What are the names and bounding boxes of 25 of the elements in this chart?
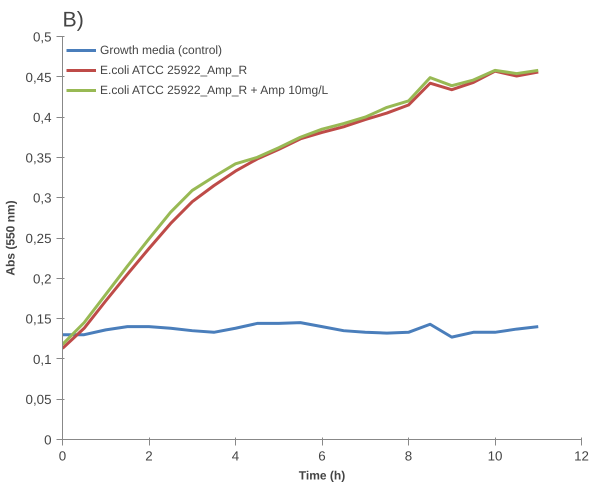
line-series — [62, 321, 540, 339]
y-tick-label: 0,2 — [32, 271, 52, 286]
y-tick-label: 0,05 — [26, 392, 52, 408]
y-axis-title: Abs (550 nm) — [4, 200, 18, 276]
y-tick-label: 0,4 — [32, 110, 52, 126]
legend-label: E.coli ATCC 25922_Amp_R + Amp 10mg/L — [100, 83, 328, 97]
y-tick-label: 0 — [44, 432, 52, 448]
y-tick-label: 0,45 — [26, 70, 52, 85]
x-tick-label: 10 — [488, 448, 502, 464]
y-tick-label: 0,15 — [26, 312, 52, 327]
y-tick-label: 0,5 — [32, 30, 52, 44]
y-tick-label: 0,35 — [26, 150, 52, 166]
y-tick-label: 0,1 — [32, 352, 52, 367]
x-tick-label: 6 — [318, 448, 326, 464]
legend-label: E.coli ATCC 25922_Amp_R — [100, 63, 248, 77]
y-tick-label: 0,25 — [26, 231, 52, 246]
x-tick-label: 2 — [145, 448, 153, 464]
x-tick-label: 0 — [58, 448, 66, 464]
y-tick-label: 0,3 — [32, 190, 52, 206]
legend-label: Growth media (control) — [100, 43, 222, 57]
chart-title: B) — [62, 8, 84, 32]
x-axis-title: Time (h) — [298, 468, 346, 482]
x-tick-label: 8 — [404, 448, 412, 464]
x-tick-label: 4 — [232, 448, 240, 464]
x-tick-label: 12 — [574, 448, 589, 464]
